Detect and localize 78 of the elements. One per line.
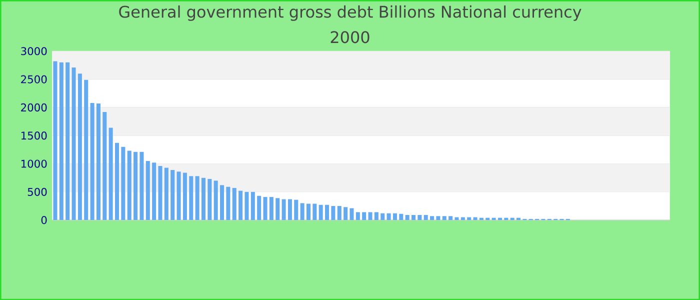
bar (257, 196, 262, 220)
bar (300, 203, 304, 220)
bar (318, 204, 323, 220)
bar (454, 217, 459, 220)
bar (424, 214, 428, 220)
y-tick-label: 1500 (21, 131, 47, 140)
bar (368, 212, 372, 220)
y-tick-label: 2000 (21, 103, 47, 112)
bar (392, 213, 397, 220)
bar (294, 200, 298, 220)
bar (306, 204, 310, 220)
bar (467, 217, 472, 220)
bar (250, 192, 255, 220)
bar (66, 62, 70, 220)
bar (380, 213, 385, 220)
bar (288, 199, 292, 220)
bar (134, 152, 138, 220)
bar (53, 61, 58, 220)
bar (201, 178, 206, 220)
bar (90, 102, 94, 220)
bar (356, 212, 360, 220)
bar (244, 192, 249, 220)
bar (84, 80, 88, 220)
bar (226, 186, 230, 220)
bar (399, 214, 404, 220)
bar (337, 206, 342, 220)
y-tick-label: 1000 (21, 160, 47, 168)
bar (158, 166, 162, 220)
bar (430, 216, 434, 220)
bar (78, 74, 82, 220)
bar (102, 112, 107, 220)
bar (386, 213, 391, 220)
bar (108, 128, 113, 220)
y-tick-label: 2500 (21, 75, 47, 84)
bar (72, 67, 76, 220)
bar (473, 217, 478, 220)
bar (182, 172, 187, 220)
bar (208, 178, 212, 220)
bar (350, 208, 354, 220)
bar (121, 146, 126, 220)
bar (127, 150, 132, 220)
bar (282, 199, 286, 220)
y-tick-label: 0 (41, 216, 47, 224)
y-tick-label: 3000 (21, 47, 47, 56)
chart-title: General government gross debt Billions National currency (119, 5, 582, 21)
bar (312, 204, 317, 220)
bar (460, 217, 465, 220)
bar (325, 204, 330, 220)
bar (362, 212, 366, 220)
bar (59, 62, 64, 220)
bar (374, 212, 378, 220)
bar (405, 214, 410, 220)
bar (263, 196, 268, 220)
bar (276, 198, 280, 220)
bar (411, 214, 416, 220)
bar (269, 196, 274, 220)
bar (331, 206, 336, 220)
bar (220, 185, 224, 220)
bar (214, 180, 218, 220)
bar (152, 162, 156, 220)
bar (176, 172, 181, 220)
bar (140, 152, 144, 220)
bar (189, 176, 194, 220)
bar (238, 190, 243, 220)
bar (232, 188, 236, 220)
bar (146, 160, 150, 220)
chart-subtitle: 2000 (330, 31, 370, 44)
bar (344, 207, 348, 220)
bar (114, 142, 120, 220)
bar (164, 168, 168, 220)
bar (418, 214, 422, 220)
bar (448, 216, 453, 220)
bar (436, 216, 440, 220)
bar (96, 103, 100, 220)
bar (442, 216, 446, 220)
bar (195, 176, 200, 220)
bar (170, 170, 175, 220)
y-tick-label: 500 (28, 188, 47, 196)
